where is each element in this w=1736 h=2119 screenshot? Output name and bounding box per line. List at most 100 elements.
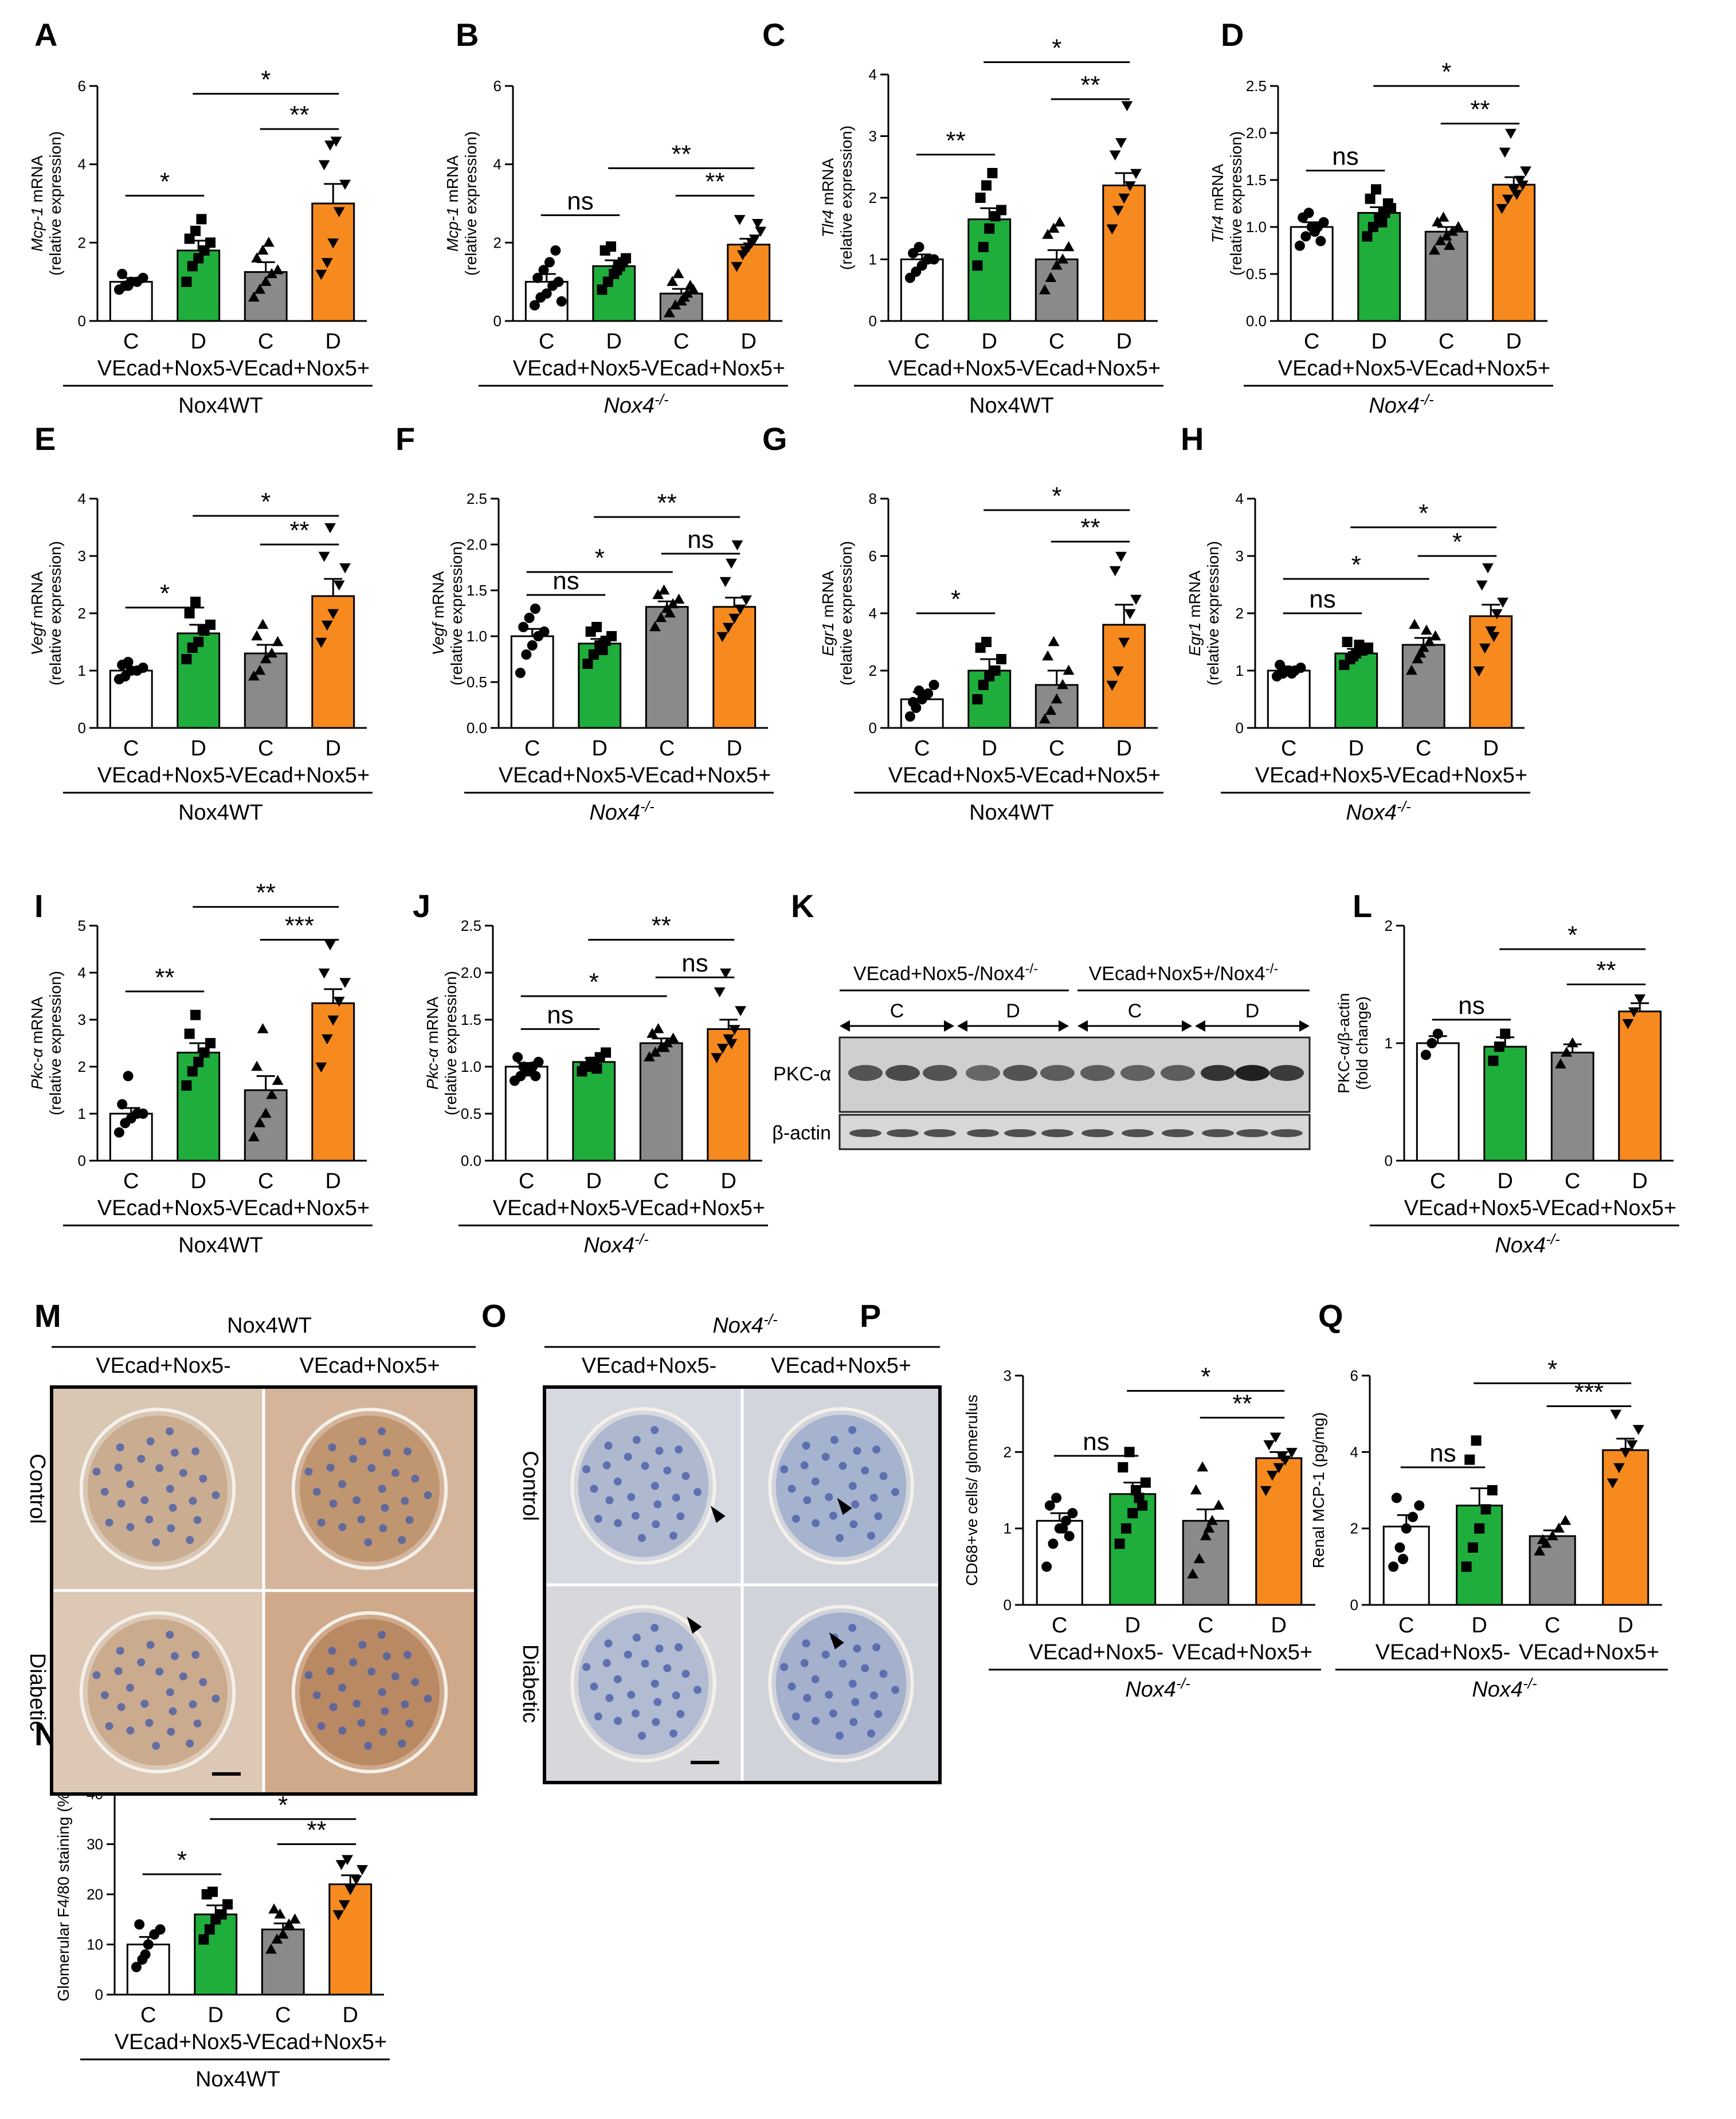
x-tick-label: C [519, 1169, 534, 1193]
y-tick-label: 0.0 [1246, 312, 1267, 330]
nucleus [92, 1671, 101, 1679]
x-tick-label: C [1565, 1169, 1580, 1193]
y-tick-label: 0 [78, 312, 86, 330]
y-tick-label: 1 [1385, 1035, 1393, 1052]
data-point [541, 288, 552, 299]
genotype-label: Nox4WT [178, 801, 263, 825]
y-axis-label-line: Mcp-1 mRNA [444, 155, 461, 252]
data-point [1401, 1523, 1412, 1534]
data-point [1276, 1451, 1288, 1462]
significance-label: * [951, 585, 961, 613]
y-axis-label: Pkc-α mRNA (relative expression) [28, 971, 64, 1115]
nucleus [338, 1683, 347, 1692]
data-point [266, 268, 278, 279]
nucleus [787, 1485, 796, 1493]
nucleus [848, 1426, 857, 1435]
nucleus [170, 1448, 179, 1457]
x-tick-label: D [1498, 1169, 1513, 1193]
data-point [356, 1865, 368, 1875]
nucleus [861, 1664, 869, 1673]
panel-label: H [1181, 421, 1204, 457]
nucleus [851, 1698, 860, 1706]
bar [1529, 1535, 1576, 1606]
data-point [1464, 1454, 1475, 1465]
nucleus [848, 1679, 857, 1688]
nucleus [650, 1426, 659, 1435]
lane-label: C [890, 1000, 904, 1022]
nucleus [166, 1631, 174, 1639]
nucleus [594, 1514, 602, 1523]
nucleus [381, 1707, 389, 1715]
y-tick-label: 2 [1004, 1443, 1012, 1460]
data-point [719, 577, 731, 587]
data-point [1476, 580, 1488, 591]
data-point [216, 1909, 227, 1920]
arrow-head-right [1299, 1020, 1310, 1032]
column-label: VEcad+Nox5- [96, 1354, 231, 1378]
bar [727, 244, 771, 322]
nucleus [379, 1524, 387, 1533]
nucleus [193, 1515, 202, 1524]
data-point [591, 1063, 602, 1074]
significance-label: *** [285, 912, 314, 940]
nucleus [675, 1446, 683, 1454]
y-tick-label: 2.0 [461, 964, 481, 981]
nucleus [874, 1710, 883, 1718]
tissue-background [742, 1585, 940, 1783]
data-point [204, 1924, 215, 1935]
data-point [199, 1047, 210, 1058]
data-point [1187, 1568, 1199, 1579]
data-point [1497, 597, 1508, 608]
y-tick-label: 0.5 [461, 1105, 481, 1122]
y-axis-label: Egr1 mRNA (relative expression) [819, 541, 855, 686]
x-tick-label: C [1049, 737, 1064, 761]
nucleus [879, 1670, 888, 1678]
genotype-label: Nox4-/- [604, 391, 669, 418]
data-point [996, 205, 1007, 216]
data-point [904, 711, 915, 722]
data-point [1267, 1471, 1278, 1481]
nucleus [137, 1455, 146, 1463]
data-point [333, 207, 345, 218]
x-tick-label: D [727, 737, 742, 761]
significance-label: * [160, 579, 170, 608]
nucleus [367, 1667, 376, 1676]
panel-label: M [34, 1298, 61, 1334]
x-tick-label: C [1416, 737, 1431, 761]
data-point [1057, 1523, 1068, 1534]
group-label: VEcad+Nox5+ [645, 357, 785, 381]
data-point [1051, 693, 1063, 704]
x-tick-label: D [982, 737, 997, 761]
data-point [181, 654, 192, 664]
group-label: VEcad+Nox5- [513, 357, 648, 381]
chart-panel-D: D 0.0 0.5 1.0 1.5 2.0 2.5 Tlr4 mRNA (relative ex… [1209, 17, 1553, 418]
nucleus [117, 1703, 126, 1711]
data-point [1120, 1523, 1131, 1534]
tissue-background [264, 1387, 476, 1591]
data-point [1432, 216, 1444, 226]
nucleus [800, 1659, 809, 1667]
data-point [263, 236, 275, 247]
data-point [1406, 664, 1417, 675]
data-point [1480, 1504, 1491, 1515]
row-label-group: Control [25, 1454, 49, 1524]
y-tick-label: 4 [1236, 490, 1244, 507]
data-point [1057, 679, 1069, 690]
y-tick-label: 2 [1350, 1520, 1358, 1537]
x-tick-label: C [1430, 1169, 1445, 1193]
nucleus [329, 1499, 338, 1508]
data-point [318, 968, 330, 979]
genotype-label: Nox4WT [195, 2067, 280, 2091]
data-point [138, 1109, 148, 1119]
y-tick-label: 4 [869, 605, 877, 622]
group-label: VEcad+Nox5- [1404, 1196, 1539, 1220]
data-point [928, 680, 939, 690]
nucleus [304, 1671, 313, 1679]
data-point [1505, 128, 1516, 139]
bar [311, 202, 355, 322]
data-point [1561, 1047, 1573, 1057]
x-tick-label: C [659, 737, 675, 761]
data-point [1485, 626, 1497, 637]
data-point [205, 237, 216, 248]
actin-band [967, 1129, 999, 1137]
